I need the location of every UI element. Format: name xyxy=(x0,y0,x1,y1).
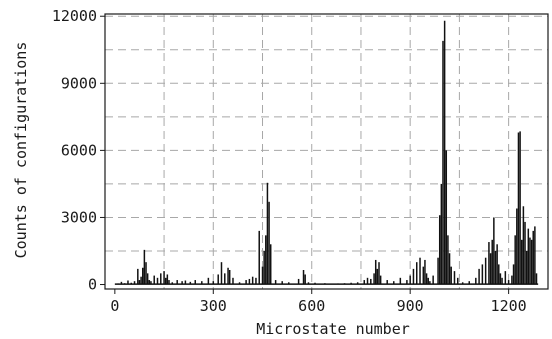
grid xyxy=(105,14,548,289)
data-series xyxy=(114,20,539,285)
x-tick-label: 1200 xyxy=(491,297,527,315)
x-axis-title: Microstate number xyxy=(256,320,410,338)
x-tick-label: 600 xyxy=(298,297,325,315)
x-axis: 0 300 600 900 1200 xyxy=(110,289,527,315)
y-axis-title: Counts of configurations xyxy=(12,42,30,259)
y-tick-label: 9000 xyxy=(61,74,97,92)
y-tick-label: 3000 xyxy=(61,208,97,226)
x-tick-label: 300 xyxy=(200,297,227,315)
y-tick-label: 6000 xyxy=(61,141,97,159)
x-tick-label: 900 xyxy=(397,297,424,315)
y-tick-label: 12000 xyxy=(52,7,97,25)
y-tick-label: 0 xyxy=(88,276,97,294)
y-axis: 0 3000 6000 9000 12000 xyxy=(52,7,105,294)
plot-frame xyxy=(104,13,549,290)
x-tick-label: 0 xyxy=(110,297,119,315)
